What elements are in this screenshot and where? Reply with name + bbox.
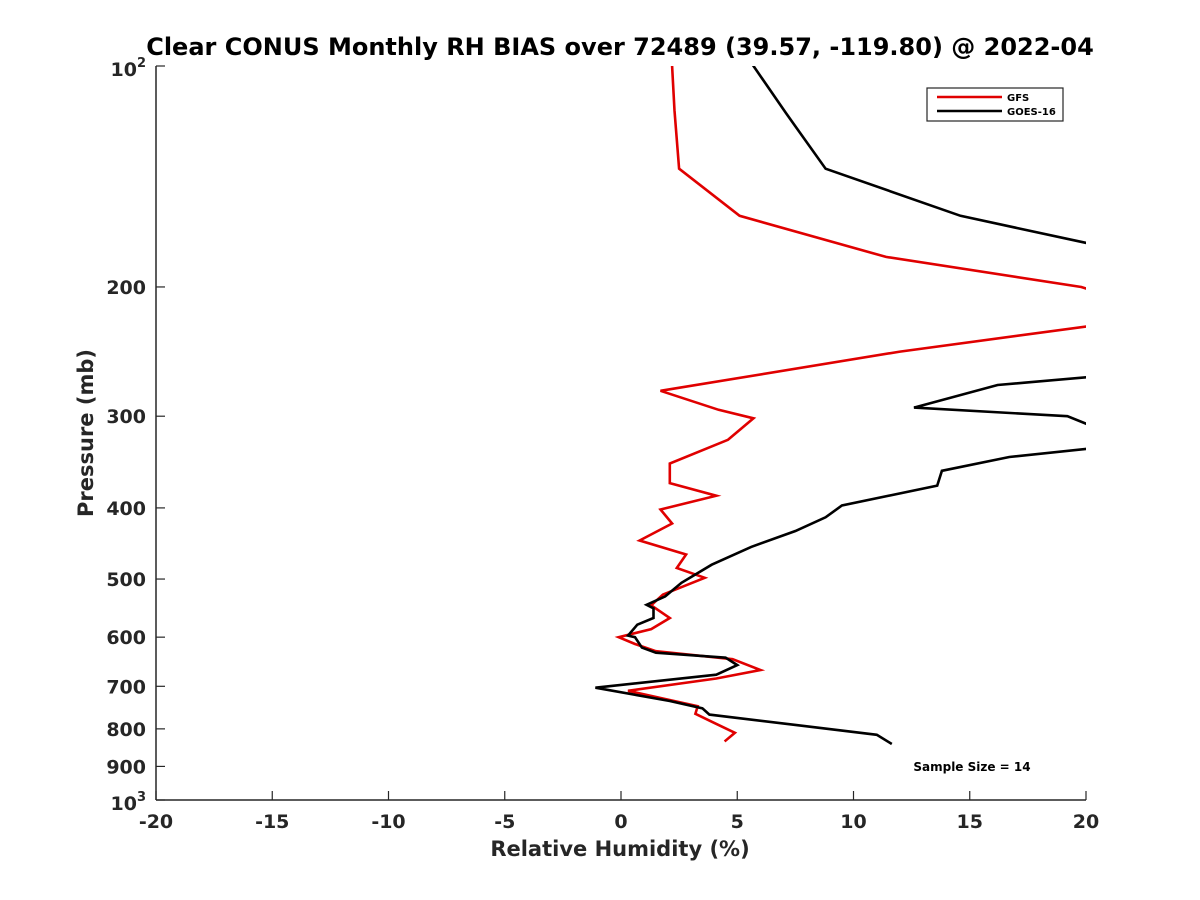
- x-tick-label: 0: [614, 811, 627, 833]
- y-axis-label: Pressure (mb): [74, 349, 98, 517]
- x-tick-label: -20: [139, 811, 173, 833]
- plot-area: [156, 66, 1086, 800]
- plot-background: [156, 66, 1086, 800]
- legend-label-goes-16: GOES-16: [1007, 107, 1056, 118]
- axes-group: -20 -15 -10 -5 0 5 10 15 20 102 200 300 400 500 600 700…: [106, 56, 1099, 833]
- legend-box: [926, 87, 1064, 122]
- chart-title: Clear CONUS Monthly RH BIAS over 72489 (…: [146, 33, 1094, 61]
- y-tick-label: 200: [106, 277, 146, 299]
- y-tick-label: 300: [106, 406, 146, 428]
- sample-size-annotation: Sample Size = 14: [913, 760, 1030, 774]
- x-tick-label: 5: [731, 811, 744, 833]
- x-tick-label: -5: [494, 811, 515, 833]
- legend: GFS GOES-16: [926, 87, 1064, 122]
- series-group: [595, 66, 1086, 746]
- y-tick-label: 500: [106, 569, 146, 591]
- legend-label-gfs: GFS: [1007, 93, 1029, 104]
- series-line-gfs: [614, 66, 1086, 743]
- x-tick-label: 20: [1073, 811, 1099, 833]
- y-tick-label: 900: [106, 756, 146, 778]
- y-tick-label: 800: [106, 719, 146, 741]
- x-tick-label: 10: [840, 811, 866, 833]
- x-tick-label: -15: [255, 811, 289, 833]
- y-tick-label: 103: [111, 790, 147, 815]
- series-line-goes-16: [595, 66, 1086, 746]
- y-tick-label: 102: [111, 56, 147, 81]
- y-tick-label: 600: [106, 627, 146, 649]
- y-tick-label: 400: [106, 498, 146, 520]
- x-tick-label: 15: [957, 811, 983, 833]
- x-tick-label: -10: [371, 811, 405, 833]
- x-axis-label: Relative Humidity (%): [490, 837, 749, 861]
- y-tick-label: 700: [106, 676, 146, 698]
